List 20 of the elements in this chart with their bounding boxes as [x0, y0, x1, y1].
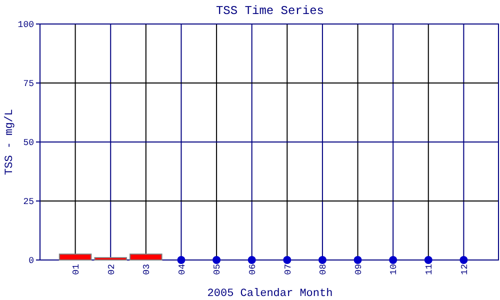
x-tick-label: 05: [212, 264, 223, 275]
x-tick-label: 04: [177, 264, 188, 275]
x-tick-label: 09: [354, 264, 364, 275]
x-tick-label: 01: [71, 264, 82, 275]
x-tick-label: 08: [318, 264, 329, 275]
x-axis-title: 2005 Calendar Month: [207, 288, 333, 300]
y-tick-label: 0: [28, 256, 34, 266]
x-tick-label: 12: [460, 264, 470, 275]
x-tick-label: 03: [142, 264, 152, 275]
y-tick-label: 100: [18, 20, 34, 30]
chart-title: TSS Time Series: [216, 4, 324, 18]
x-tick-label: 07: [283, 264, 294, 275]
x-tick-label: 11: [424, 264, 435, 275]
x-tick-label: 02: [106, 264, 117, 275]
y-tick-label: 50: [23, 138, 34, 148]
x-tick-label: 10: [389, 264, 400, 275]
y-axis-title: TSS - mg/L: [4, 108, 16, 176]
y-tick-label: 75: [23, 79, 34, 90]
x-tick-label: 06: [248, 264, 258, 275]
y-tick-label: 25: [23, 197, 34, 208]
